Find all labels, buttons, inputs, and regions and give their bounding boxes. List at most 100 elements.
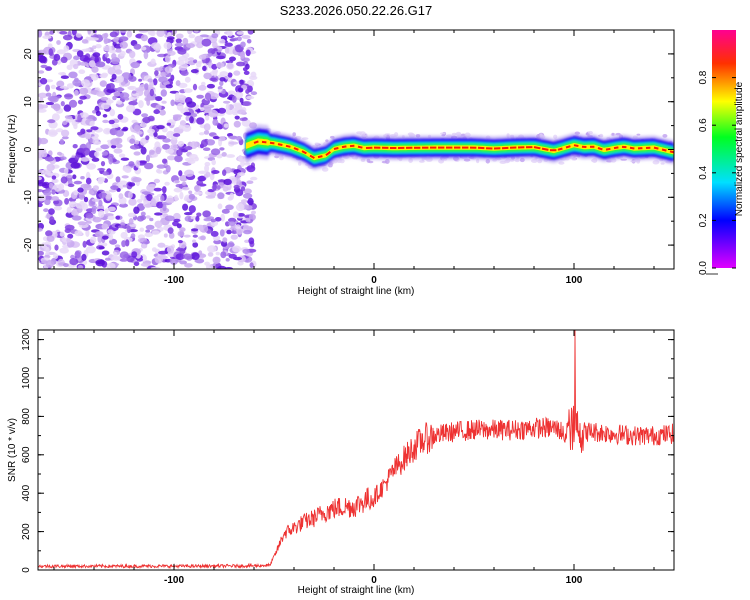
noise-blob [136, 198, 143, 203]
noise-blob [131, 119, 138, 124]
noise-blob [155, 146, 162, 155]
noise-blob [104, 52, 109, 58]
noise-blob [200, 235, 206, 241]
noise-blob [133, 206, 140, 214]
noise-blob [96, 91, 106, 97]
noise-blob [170, 74, 175, 82]
noise-blob [192, 234, 198, 238]
noise-blob [107, 215, 115, 221]
noise-blob [145, 135, 150, 141]
noise-blob [143, 240, 150, 245]
noise-blob [217, 86, 223, 90]
noise-blob [126, 30, 133, 38]
noise-blob [67, 233, 74, 239]
noise-blob [46, 163, 55, 171]
noise-blob [231, 230, 238, 234]
noise-blob [195, 215, 200, 222]
noise-blob [165, 197, 175, 204]
noise-blob [166, 245, 175, 254]
noise-blob [115, 129, 124, 137]
noise-blob [236, 36, 242, 42]
noise-blob [188, 205, 196, 214]
noise-blob [146, 154, 150, 162]
noise-blob [91, 157, 100, 162]
noise-blob [67, 183, 75, 188]
noise-blob [88, 60, 96, 68]
noise-blob [77, 264, 84, 269]
noise-blob [76, 50, 84, 57]
noise-blob [119, 258, 128, 262]
noise-blob [48, 208, 55, 215]
noise-blob [92, 185, 99, 191]
noise-blob [153, 131, 158, 137]
noise-blob [195, 61, 202, 68]
noise-blob [133, 151, 141, 156]
noise-blob [241, 35, 251, 39]
noise-blob [239, 51, 246, 59]
noise-blob [154, 212, 163, 216]
noise-blob [194, 35, 204, 44]
noise-blob [189, 116, 194, 124]
snr-xlabel: Height of straight line (km) [298, 585, 415, 596]
noise-blob [183, 111, 192, 116]
noise-blob [157, 242, 166, 248]
ridge-halo-blob [636, 133, 641, 136]
noise-blob [156, 164, 166, 169]
noise-blob [116, 86, 124, 93]
noise-blob [193, 59, 198, 63]
noise-blob [85, 212, 94, 219]
noise-blob [219, 80, 224, 86]
noise-blob [153, 178, 161, 184]
noise-blob [208, 109, 219, 118]
noise-blob [210, 218, 217, 223]
noise-blob [184, 169, 195, 177]
ridge-halo-blob [339, 158, 345, 164]
noise-blob [147, 30, 155, 36]
noise-blob [141, 46, 147, 51]
noise-blob [236, 227, 244, 235]
noise-blob [145, 215, 151, 219]
noise-blob [156, 30, 165, 37]
noise-blob [89, 236, 97, 244]
snr-frame [37, 329, 675, 571]
noise-blob [201, 106, 212, 114]
noise-blob [128, 218, 134, 225]
noise-blob [227, 72, 233, 78]
noise-blob [247, 30, 254, 35]
noise-blob [82, 147, 91, 156]
ridge-peak-dash [341, 145, 347, 149]
noise-blob [164, 181, 170, 186]
noise-blob [235, 203, 245, 212]
noise-blob [173, 212, 181, 221]
noise-blob [150, 42, 161, 49]
noise-blob [250, 91, 258, 96]
noise-blob [53, 253, 59, 260]
ridge-peak-dash [557, 147, 563, 151]
x-tick-label: -100 [164, 275, 184, 286]
noise-blob [147, 128, 156, 134]
noise-blob [188, 153, 198, 160]
noise-blob [44, 156, 55, 162]
noise-blob [38, 202, 43, 208]
noise-blob [66, 237, 71, 243]
noise-blob [108, 189, 117, 193]
noise-blob [101, 33, 108, 39]
noise-blob [64, 198, 70, 205]
noise-blob [45, 66, 53, 71]
noise-blob [207, 252, 214, 257]
noise-blob [119, 203, 128, 208]
noise-blob [203, 123, 211, 131]
noise-blob [38, 176, 42, 181]
noise-blob [245, 89, 250, 94]
noise-blob [237, 109, 246, 115]
noise-blob [215, 251, 220, 256]
spectrogram-ridge [246, 124, 674, 171]
noise-blob [38, 250, 44, 256]
noise-blob [173, 133, 181, 137]
noise-blob [242, 205, 253, 210]
noise-blob [72, 144, 78, 149]
noise-blob [194, 258, 205, 264]
noise-blob [83, 196, 89, 203]
noise-blob [143, 51, 149, 60]
noise-blob [196, 94, 204, 99]
